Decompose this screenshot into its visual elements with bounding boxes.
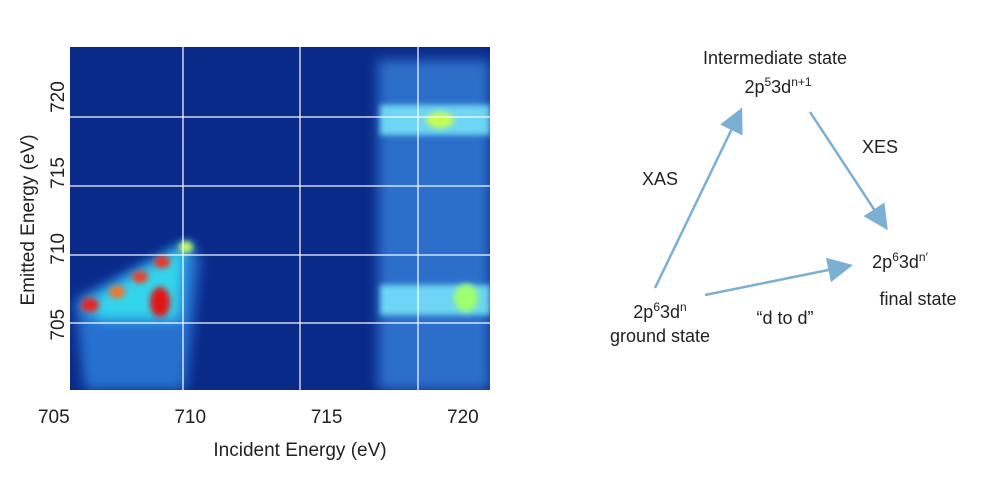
node-text: 6 — [653, 300, 660, 314]
node-text: 3d — [660, 302, 680, 322]
edge-label: “d to d” — [756, 308, 813, 328]
node-text: 3d — [771, 77, 791, 97]
y-tick-label: 705 — [48, 309, 69, 341]
node-text: 2p — [633, 302, 653, 322]
y-tick-label: 715 — [48, 157, 69, 189]
node-text: Intermediate state — [703, 48, 847, 68]
edge-label: XES — [862, 137, 898, 157]
node-text: n′ — [919, 250, 929, 264]
x-tick-label: 710 — [174, 407, 206, 428]
x-tick-label: 705 — [38, 407, 70, 428]
node-text: final state — [879, 289, 956, 309]
x-tick-label: 715 — [311, 407, 343, 428]
y-axis-label: Emitted Energy (eV) — [18, 134, 39, 305]
node-text: n — [680, 300, 687, 314]
x-axis-label: Incident Energy (eV) — [213, 440, 386, 461]
y-tick-label: 720 — [48, 81, 69, 113]
heatmap — [70, 47, 490, 390]
edge-label: XAS — [642, 169, 678, 189]
node-text: 2p — [872, 252, 892, 272]
node-label: final state — [879, 289, 956, 309]
node-label: 2p53dn+1 — [744, 75, 811, 97]
y-tick-label: 710 — [48, 233, 69, 265]
x-tick-label: 720 — [447, 407, 479, 428]
node-text: 2p — [744, 77, 764, 97]
node-text: 6 — [892, 250, 899, 264]
node-label: ground state — [610, 326, 710, 346]
node-text: n+1 — [791, 75, 812, 89]
node-text: 3d — [899, 252, 919, 272]
node-label: 2p63dn′ — [872, 250, 928, 272]
node-label: 2p63dn — [633, 300, 686, 322]
node-text: ground state — [610, 326, 710, 346]
node-text: 5 — [764, 75, 771, 89]
node-label: Intermediate state — [703, 48, 847, 68]
